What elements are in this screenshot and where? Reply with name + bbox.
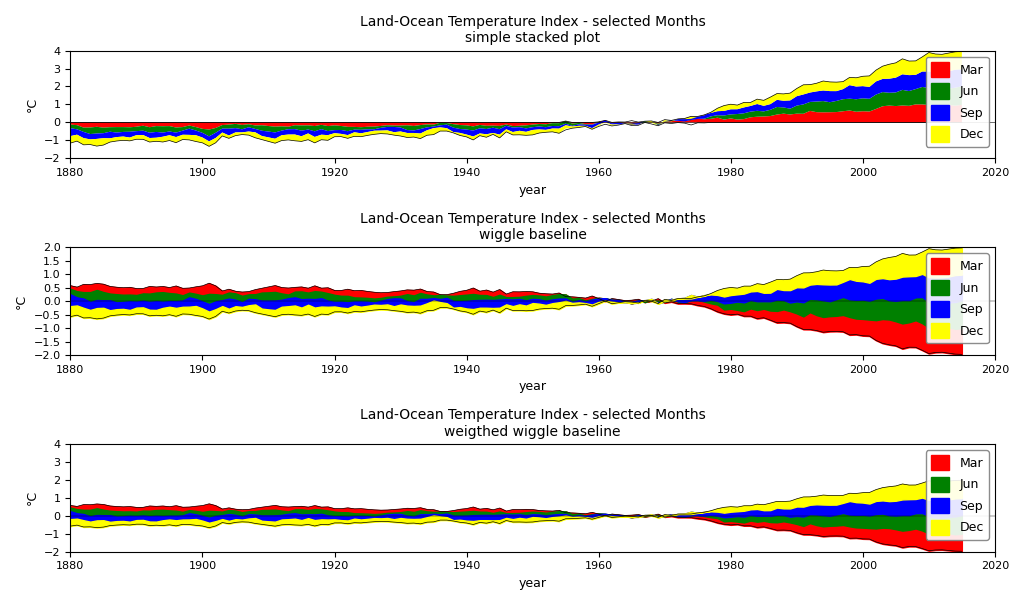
Title: Land-Ocean Temperature Index - selected Months
wiggle baseline: Land-Ocean Temperature Index - selected … xyxy=(359,212,706,242)
Title: Land-Ocean Temperature Index - selected Months
weigthed wiggle baseline: Land-Ocean Temperature Index - selected … xyxy=(359,408,706,439)
Legend: Mar, Jun, Sep, Dec: Mar, Jun, Sep, Dec xyxy=(926,253,988,343)
X-axis label: year: year xyxy=(518,381,547,393)
Legend: Mar, Jun, Sep, Dec: Mar, Jun, Sep, Dec xyxy=(926,57,988,146)
X-axis label: year: year xyxy=(518,184,547,197)
Y-axis label: °C: °C xyxy=(15,293,28,309)
X-axis label: year: year xyxy=(518,577,547,590)
Title: Land-Ocean Temperature Index - selected Months
simple stacked plot: Land-Ocean Temperature Index - selected … xyxy=(359,15,706,45)
Legend: Mar, Jun, Sep, Dec: Mar, Jun, Sep, Dec xyxy=(926,450,988,540)
Y-axis label: °C: °C xyxy=(26,97,39,112)
Y-axis label: °C: °C xyxy=(26,490,39,505)
